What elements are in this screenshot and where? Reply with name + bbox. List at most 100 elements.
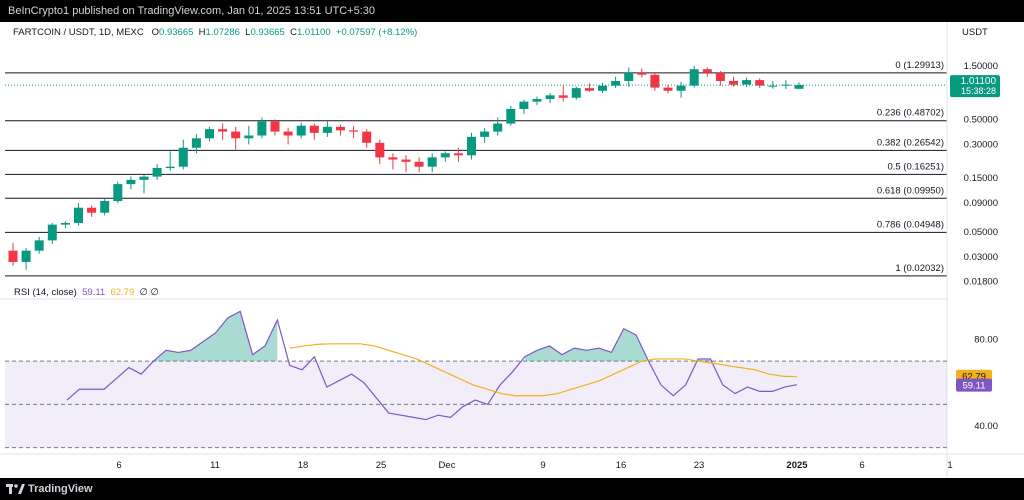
candle-body	[493, 123, 503, 132]
candle-body	[768, 85, 778, 87]
candle-body	[715, 72, 725, 81]
time-tick: 23	[694, 460, 705, 471]
candle-body	[21, 250, 31, 262]
candle-body	[336, 126, 345, 131]
open-value: 0.93665	[159, 27, 194, 38]
candle-body	[558, 95, 568, 98]
open-label: O	[151, 27, 160, 38]
candle-body	[47, 224, 57, 241]
candle-body	[283, 131, 293, 136]
candle-body	[729, 80, 738, 85]
candle-body	[296, 125, 306, 136]
publisher-bar: BeInCrypto1 published on TradingView.com…	[0, 0, 1024, 22]
rsi-line	[66, 310, 798, 421]
price-badge-value: 1.01100	[961, 76, 997, 87]
price-tick: 0.03000	[964, 252, 998, 263]
candle-body	[401, 159, 411, 162]
time-tick: Dec	[439, 460, 456, 471]
price-badge	[950, 75, 1000, 98]
fib-label-0.382: 0.382 (0.26542)	[877, 137, 944, 148]
price-tick: 1.50000	[964, 61, 998, 72]
low-value: 0.93665	[250, 27, 285, 38]
change-value: +0.07597 (+8.12%)	[335, 27, 418, 38]
candle-body	[480, 131, 490, 137]
rsi-overbought-fill	[524, 328, 649, 362]
candle-body	[742, 80, 752, 85]
fibonacci-levels: 0 (1.29913) 0.236 (0.48702) 0.382 (0.26542…	[5, 60, 947, 277]
rsi-legend: RSI (14, close) 59.11 62.79 ∅ ∅	[14, 287, 159, 298]
candle-body	[100, 201, 110, 213]
time-tick: 16	[616, 460, 627, 471]
candle-body	[532, 99, 542, 102]
high-value: 1.07286	[205, 27, 240, 38]
candle-body	[467, 136, 476, 156]
price-tick: 0.50000	[964, 114, 998, 125]
close-label: C	[290, 27, 297, 38]
candle-body	[205, 129, 214, 139]
candle-body	[584, 88, 594, 91]
rsi-tick: 40.00	[974, 421, 998, 432]
low-label: L	[245, 27, 251, 38]
candle-body	[191, 138, 201, 148]
candle-body	[388, 157, 398, 160]
footer-bar: TradingView	[0, 478, 1024, 500]
rsi-overbought-fill	[153, 311, 278, 362]
candle-body	[689, 69, 699, 86]
candle-body	[755, 80, 765, 86]
candle-body	[74, 207, 83, 223]
time-tick: 6	[859, 460, 864, 471]
candle-body	[637, 72, 647, 75]
candle-body	[702, 69, 712, 73]
price-tick: 0.15000	[964, 173, 998, 184]
candle-body	[349, 130, 359, 132]
rsi-title: RSI (14, close)	[14, 287, 77, 298]
time-tick: 18	[298, 460, 309, 471]
candles	[5, 65, 947, 270]
candle-body	[453, 153, 463, 156]
candle-body	[244, 135, 254, 139]
price-tick: 0.30000	[964, 139, 998, 150]
candle-body	[152, 167, 162, 177]
price-tick: 0.01800	[964, 277, 998, 288]
candle-body	[676, 85, 686, 91]
price-axis: 1.50000 0.50000 0.30000 0.15000 0.09000 0.050…	[946, 22, 1000, 478]
rsi-badge	[956, 378, 992, 392]
candle-body	[427, 157, 437, 167]
time-tick: 25	[376, 460, 387, 471]
rsi-tick: 80.00	[974, 334, 998, 345]
tradingview-logo-icon	[6, 484, 25, 494]
candle-body	[624, 72, 634, 81]
footer-brand: TradingView	[28, 483, 93, 495]
time-tick-year: 2025	[786, 460, 808, 471]
fib-label-0.5: 0.5 (0.16251)	[887, 161, 944, 172]
time-axis: 6 11 18 25 Dec 9 16 23 2025 6 1	[0, 453, 1024, 471]
high-label: H	[198, 27, 206, 38]
price-tick: 0.09000	[964, 198, 998, 209]
candle-body	[218, 129, 228, 132]
candle-body	[375, 142, 385, 158]
price-tick: 0.05000	[964, 227, 998, 238]
fib-label-0.618: 0.618 (0.09950)	[877, 185, 944, 196]
candle-body	[545, 95, 555, 100]
chart-card	[0, 22, 1024, 478]
fib-label-0.786: 0.786 (0.04948)	[877, 219, 944, 230]
candle-body	[650, 74, 660, 88]
candle-body	[440, 153, 450, 158]
rsi-ma-badge-value: 62.79	[962, 372, 986, 383]
symbol-title: FARTCOIN / USDT, 1D, MEXC	[13, 27, 144, 38]
candle-body	[126, 179, 136, 185]
candle-body	[506, 108, 516, 124]
candle-body	[113, 184, 123, 202]
candle-body	[257, 121, 267, 136]
candle-body	[231, 131, 241, 139]
candle-body	[139, 176, 149, 180]
rsi-ma-line	[289, 343, 798, 397]
fib-label-0: 0 (1.29913)	[895, 60, 944, 71]
time-tick: 6	[116, 460, 121, 471]
candle-body	[571, 88, 581, 98]
chart-svg[interactable]: 0 (1.29913) 0.236 (0.48702) 0.382 (0.26542…	[0, 22, 1024, 478]
candle-body	[598, 85, 607, 91]
rsi-value: 59.11	[82, 287, 106, 298]
